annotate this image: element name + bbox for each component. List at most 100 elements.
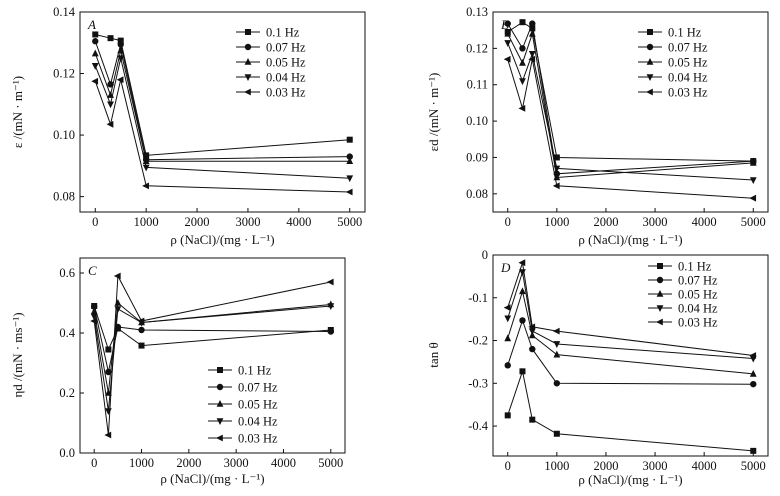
x-tick-label: 5000 (741, 459, 766, 473)
y-tick-label: 0.10 (53, 128, 75, 142)
y-tick-label: 0.12 (466, 41, 488, 55)
legend-entry: 0.07 Hz (236, 41, 306, 55)
series-0.04-hz (91, 55, 354, 183)
x-tick-label: 4000 (286, 215, 311, 229)
data-point (553, 430, 560, 437)
y-tick-label: 0 (482, 248, 488, 262)
legend-entry: 0.03 Hz (648, 316, 718, 330)
legend-label: 0.1 Hz (238, 364, 272, 378)
data-point (749, 369, 757, 377)
legend-entry: 0.05 Hz (236, 56, 306, 70)
legend-label: 0.05 Hz (238, 398, 278, 412)
y-axis-label: tan θ (426, 342, 441, 367)
legend-marker (646, 88, 653, 96)
chart-panel-d: 0 1000 2000 3000 4000 5000-0.4-0.3-0.2-0.10Dρ… (426, 248, 769, 487)
data-point (528, 51, 536, 58)
panel-letter: A (87, 17, 96, 32)
x-axis-label: ρ (NaCl)/(mg · L⁻¹) (160, 471, 264, 486)
y-tick-label: 0.6 (59, 266, 75, 280)
legend-label: 0.1 Hz (668, 26, 702, 40)
x-tick-label: 3000 (643, 215, 668, 229)
y-tick-label: 0.09 (466, 150, 488, 164)
legend-marker (244, 88, 251, 96)
series-0.05-hz (90, 299, 335, 396)
data-point (750, 447, 757, 454)
data-point (553, 350, 561, 358)
data-point (137, 317, 145, 325)
legend-entry: 0.05 Hz (208, 398, 278, 412)
y-tick-label: -0.4 (468, 419, 489, 433)
series-0.03-hz (90, 272, 334, 439)
y-tick-label: 0.11 (467, 78, 488, 92)
legend-marker (244, 58, 252, 65)
data-point (105, 346, 112, 353)
y-tick-label: 0.4 (59, 326, 75, 340)
legend-label: 0.03 Hz (238, 432, 278, 446)
legend-marker (656, 305, 664, 312)
x-tick-label: 2000 (593, 459, 618, 473)
series-0.04-hz (90, 303, 335, 415)
data-point (346, 175, 354, 183)
x-tick-label: 0 (91, 456, 97, 470)
legend-marker (656, 276, 664, 284)
x-tick-label: 4000 (692, 459, 717, 473)
legend-marker (216, 418, 224, 425)
x-tick-label: 5000 (337, 215, 362, 229)
x-tick-label: 0 (92, 215, 98, 229)
data-point (107, 101, 114, 109)
x-tick-label: 1000 (544, 215, 569, 229)
legend-marker (657, 263, 663, 269)
legend-marker (647, 29, 653, 35)
legend-entry: 0.03 Hz (236, 86, 306, 100)
x-tick-label: 1000 (544, 459, 569, 473)
data-point (503, 304, 511, 312)
legend-label: 0.1 Hz (266, 26, 300, 40)
data-point (327, 328, 335, 335)
data-point (519, 19, 526, 26)
x-axis-label: ρ (NaCl)/(mg · L⁻¹) (578, 232, 682, 247)
data-point (749, 177, 757, 184)
legend-entry: 0.04 Hz (648, 302, 718, 316)
data-point (104, 431, 112, 439)
y-axis-label: ηd /(mN · ms⁻¹) (10, 312, 25, 397)
data-point (117, 41, 124, 48)
plot-frame (79, 11, 366, 213)
data-point (504, 362, 511, 369)
series-0.1-hz (92, 31, 353, 159)
legend-marker (656, 290, 664, 297)
panel-letter: D (500, 260, 511, 275)
series-line (95, 34, 350, 156)
data-point (504, 40, 512, 47)
data-point (142, 157, 150, 165)
data-point (92, 31, 99, 38)
chart-panel-b: 0 1000 2000 3000 4000 5000 0.08 0.09 0.10 0.11 0.1… (426, 5, 769, 247)
legend-label: 0.04 Hz (266, 71, 306, 85)
x-tick-label: 1000 (134, 215, 159, 229)
data-point (529, 345, 536, 353)
series-line (93, 305, 331, 412)
data-point (117, 46, 125, 54)
y-tick-label: 0.0 (59, 446, 75, 460)
data-point (91, 77, 99, 85)
legend-marker (216, 383, 224, 391)
data-point (326, 278, 334, 286)
legend-marker (216, 400, 224, 407)
legend-marker (646, 58, 654, 65)
data-point (346, 157, 354, 165)
series-line (94, 58, 350, 179)
x-tick-label: 4000 (271, 456, 296, 470)
series-0.05-hz (504, 29, 757, 181)
data-point (107, 35, 114, 42)
plot-frame (492, 11, 769, 213)
data-point (552, 327, 560, 335)
data-point (106, 120, 114, 128)
data-point (529, 416, 536, 423)
data-point (552, 182, 560, 190)
data-point (90, 307, 98, 315)
y-axis-label: εd /(mN · m⁻¹) (426, 73, 441, 152)
x-tick-label: 0 (505, 215, 511, 229)
series-line (94, 50, 350, 162)
data-point (553, 154, 560, 161)
legend-label: 0.03 Hz (266, 86, 306, 100)
